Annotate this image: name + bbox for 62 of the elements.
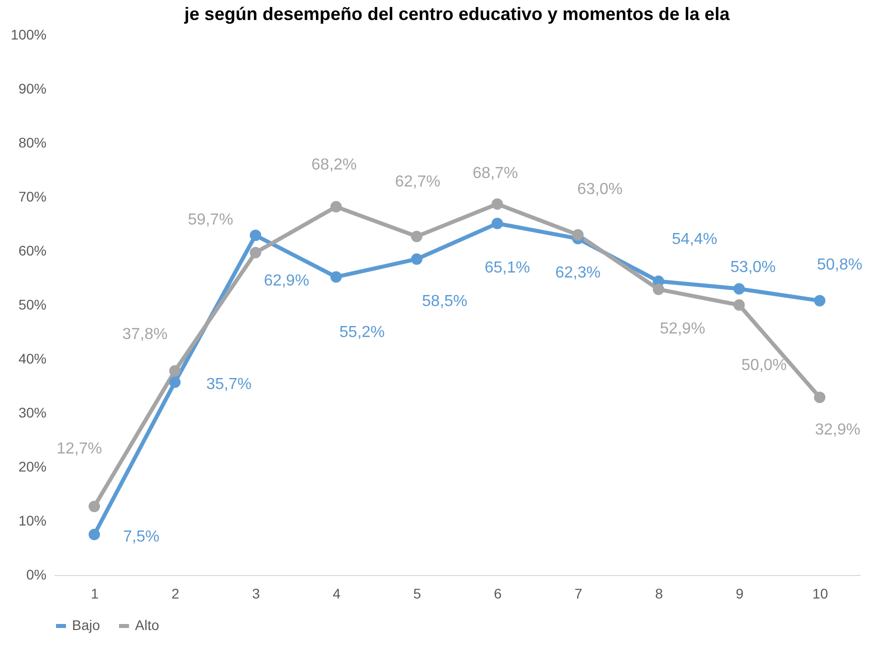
point: [652, 284, 664, 296]
point: [88, 500, 100, 512]
legend-label: Bajo: [72, 617, 100, 633]
data-label: 54,4%: [672, 231, 718, 248]
x-tick-label: 10: [812, 586, 828, 602]
data-label: 12,7%: [56, 440, 102, 458]
data-label: 62,9%: [264, 272, 310, 290]
point: [492, 218, 503, 230]
y-tick-label: 20%: [18, 458, 46, 474]
data-label: 7,5%: [123, 528, 160, 546]
y-tick-label: 100%: [10, 26, 46, 42]
data-label: 59,7%: [188, 212, 234, 229]
y-tick-label: 30%: [18, 404, 46, 420]
data-label: 50,0%: [741, 357, 787, 374]
data-label: 35,7%: [206, 376, 252, 394]
y-tick-label: 60%: [18, 242, 46, 258]
data-label: 68,7%: [472, 165, 518, 182]
x-tick-label: 8: [655, 586, 664, 602]
y-tick-label: 10%: [18, 512, 46, 528]
point: [814, 392, 826, 404]
point: [169, 365, 181, 377]
point: [492, 198, 503, 210]
point: [330, 201, 342, 212]
point: [88, 528, 100, 540]
point: [814, 294, 826, 306]
data-label: 68,2%: [311, 156, 357, 174]
data-label: 37,8%: [122, 326, 168, 343]
point: [169, 376, 181, 388]
data-label: 65,1%: [484, 259, 530, 276]
point: [411, 253, 422, 265]
x-tick-label: 3: [252, 586, 260, 602]
point: [733, 283, 745, 294]
point: [330, 271, 342, 283]
point: [733, 299, 745, 311]
point: [250, 230, 262, 242]
data-label: 55,2%: [339, 324, 385, 341]
x-tick-label: 7: [574, 586, 582, 602]
data-label: 62,3%: [555, 264, 601, 282]
y-tick-label: 40%: [18, 350, 46, 366]
data-label: 52,9%: [660, 320, 706, 338]
x-tick-label: 2: [172, 586, 180, 602]
y-tick-label: 0%: [26, 566, 46, 582]
x-tick-label: 9: [736, 586, 744, 602]
data-label: 53,0%: [730, 258, 776, 276]
point: [411, 230, 422, 242]
data-label: 32,9%: [815, 421, 860, 438]
y-tick-label: 70%: [18, 188, 46, 204]
data-label: 50,8%: [817, 256, 862, 274]
y-tick-label: 50%: [18, 296, 46, 312]
data-label: 62,7%: [395, 173, 440, 190]
x-tick-label: 5: [413, 586, 422, 602]
y-tick-label: 90%: [18, 80, 46, 96]
y-tick-label: 80%: [18, 134, 46, 150]
x-tick-label: 6: [494, 586, 502, 602]
chart-title: je según desempeño del centro educativo y momentos de la ela: [183, 4, 731, 24]
point: [250, 246, 262, 258]
data-label: 63,0%: [577, 180, 623, 198]
x-tick-label: 4: [332, 586, 341, 602]
x-tick-label: 1: [90, 586, 99, 602]
legend-label: Alto: [135, 617, 160, 633]
data-label: 58,5%: [422, 293, 468, 310]
point: [572, 229, 584, 240]
